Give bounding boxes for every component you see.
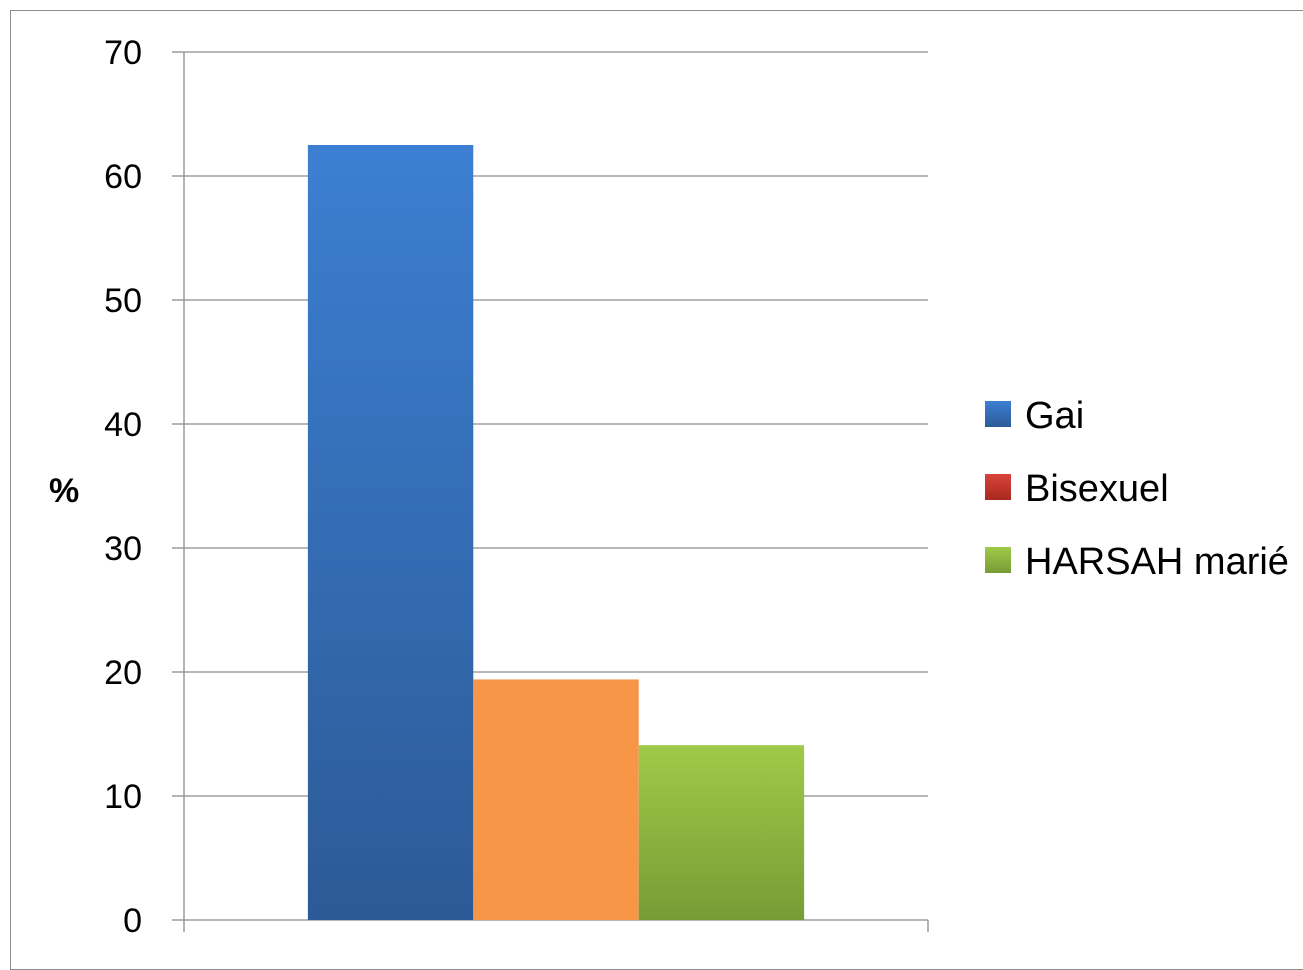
- bar-bisexuel: [473, 679, 639, 920]
- legend-swatch: [985, 547, 1011, 573]
- bar-gai: [307, 145, 474, 920]
- y-tick-label: 30: [104, 530, 142, 568]
- y-tick-label: 0: [123, 902, 142, 940]
- bars: [307, 145, 805, 920]
- legend-item: HARSAH marié: [985, 541, 1289, 583]
- bar-harsah-marie: [638, 745, 805, 920]
- y-tick-label: 40: [104, 406, 142, 444]
- legend-swatch: [985, 474, 1011, 500]
- y-tick-label: 50: [104, 282, 142, 320]
- y-tick-label: 60: [104, 158, 142, 196]
- legend: Gai Bisexuel HARSAH marié: [985, 395, 1289, 583]
- legend-label: HARSAH marié: [1025, 541, 1289, 583]
- y-tick-label: 20: [104, 654, 142, 692]
- y-tick-label: 10: [104, 778, 142, 816]
- y-tick-labels: 0 10 20 30 40 50 60 70: [104, 34, 142, 940]
- legend-item: Bisexuel: [985, 468, 1169, 510]
- legend-label: Bisexuel: [1025, 468, 1169, 510]
- y-tick-label: 70: [104, 34, 142, 72]
- legend-swatch: [985, 401, 1011, 427]
- legend-label: Gai: [1025, 395, 1084, 437]
- legend-item: Gai: [985, 395, 1084, 437]
- y-axis-title: %: [49, 472, 79, 510]
